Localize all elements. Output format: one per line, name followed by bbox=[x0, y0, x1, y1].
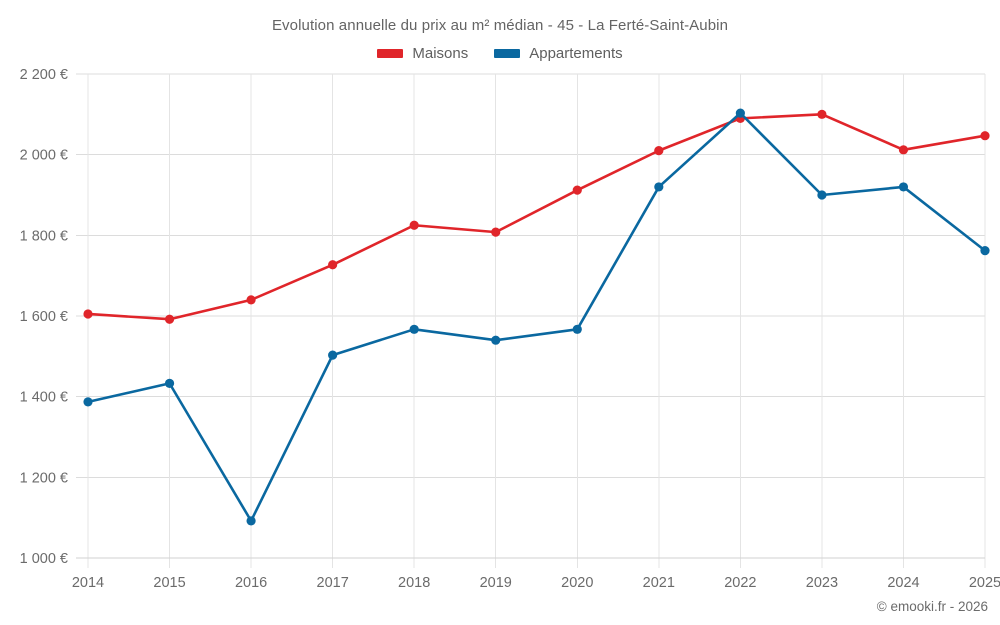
y-tick-label: 1 600 € bbox=[20, 309, 68, 325]
data-point-marker[interactable] bbox=[409, 324, 419, 334]
x-axis-tick-labels: 2014 2015 2016 2017 2018 2019 2020 2021 2022 2023… bbox=[72, 575, 1000, 591]
legend-label-appartements: Appartements bbox=[529, 45, 623, 62]
credit-text: © emooki.fr - 2026 bbox=[876, 599, 988, 614]
x-tick-label: 2020 bbox=[561, 575, 593, 591]
series-line-maisons bbox=[86, 113, 987, 321]
y-tick-label: 2 200 € bbox=[20, 67, 68, 83]
data-point-marker[interactable] bbox=[654, 146, 664, 156]
data-point-marker[interactable] bbox=[328, 350, 338, 360]
x-tick-label: 2014 bbox=[72, 575, 104, 591]
data-point-marker[interactable] bbox=[817, 190, 827, 200]
chart-legend: Maisons Appartements bbox=[0, 45, 1000, 62]
legend-item-appartements[interactable]: Appartements bbox=[494, 45, 623, 62]
x-tick-label: 2024 bbox=[887, 575, 919, 591]
data-point-marker[interactable] bbox=[83, 397, 93, 407]
y-axis-tick-labels: 1 000 € 1 200 € 1 400 € 1 600 € 1 800 € 2 000… bbox=[20, 67, 68, 567]
data-point-marker[interactable] bbox=[898, 182, 909, 192]
x-tick-label: 2019 bbox=[480, 575, 512, 591]
data-point-marker[interactable] bbox=[491, 227, 501, 237]
chart-title: Evolution annuelle du prix au m² médian … bbox=[271, 17, 729, 34]
data-point-marker[interactable] bbox=[246, 295, 256, 305]
y-tick-label: 1 000 € bbox=[20, 551, 68, 567]
data-point-marker[interactable] bbox=[898, 145, 909, 155]
legend-label-maisons: Maisons bbox=[412, 45, 469, 62]
data-point-marker[interactable] bbox=[735, 108, 745, 118]
grid-lines bbox=[76, 73, 986, 568]
y-tick-label: 1 200 € bbox=[20, 470, 68, 486]
x-tick-label: 2018 bbox=[398, 575, 430, 591]
x-tick-label: 2022 bbox=[724, 575, 756, 591]
data-point-marker[interactable] bbox=[164, 314, 175, 324]
data-point-marker[interactable] bbox=[491, 335, 501, 345]
x-tick-label: 2023 bbox=[806, 575, 838, 591]
y-tick-label: 1 400 € bbox=[20, 390, 68, 406]
data-point-marker[interactable] bbox=[572, 185, 582, 195]
x-tick-label: 2017 bbox=[317, 575, 349, 591]
data-point-marker[interactable] bbox=[980, 131, 990, 141]
y-tick-label: 1 800 € bbox=[20, 228, 68, 244]
data-point-marker[interactable] bbox=[980, 246, 990, 256]
data-point-marker[interactable] bbox=[83, 309, 93, 319]
data-point-marker[interactable] bbox=[164, 378, 175, 388]
data-point-marker[interactable] bbox=[817, 109, 827, 119]
data-point-marker[interactable] bbox=[654, 182, 664, 192]
x-tick-label: 2021 bbox=[643, 575, 675, 591]
y-tick-label: 2 000 € bbox=[20, 148, 68, 164]
data-point-marker[interactable] bbox=[572, 324, 582, 334]
legend-item-maisons[interactable]: Maisons bbox=[377, 45, 468, 62]
x-tick-label: 2016 bbox=[235, 575, 267, 591]
x-tick-label: 2015 bbox=[153, 575, 185, 591]
data-point-marker[interactable] bbox=[246, 516, 256, 526]
data-series-layer bbox=[83, 108, 990, 526]
series-line-appartements bbox=[86, 111, 987, 523]
data-point-marker[interactable] bbox=[328, 260, 338, 270]
x-tick-label: 2025 bbox=[969, 575, 1000, 591]
data-point-marker[interactable] bbox=[409, 220, 419, 230]
legend-swatch-appartements bbox=[494, 49, 521, 58]
legend-swatch-maisons bbox=[377, 49, 404, 58]
